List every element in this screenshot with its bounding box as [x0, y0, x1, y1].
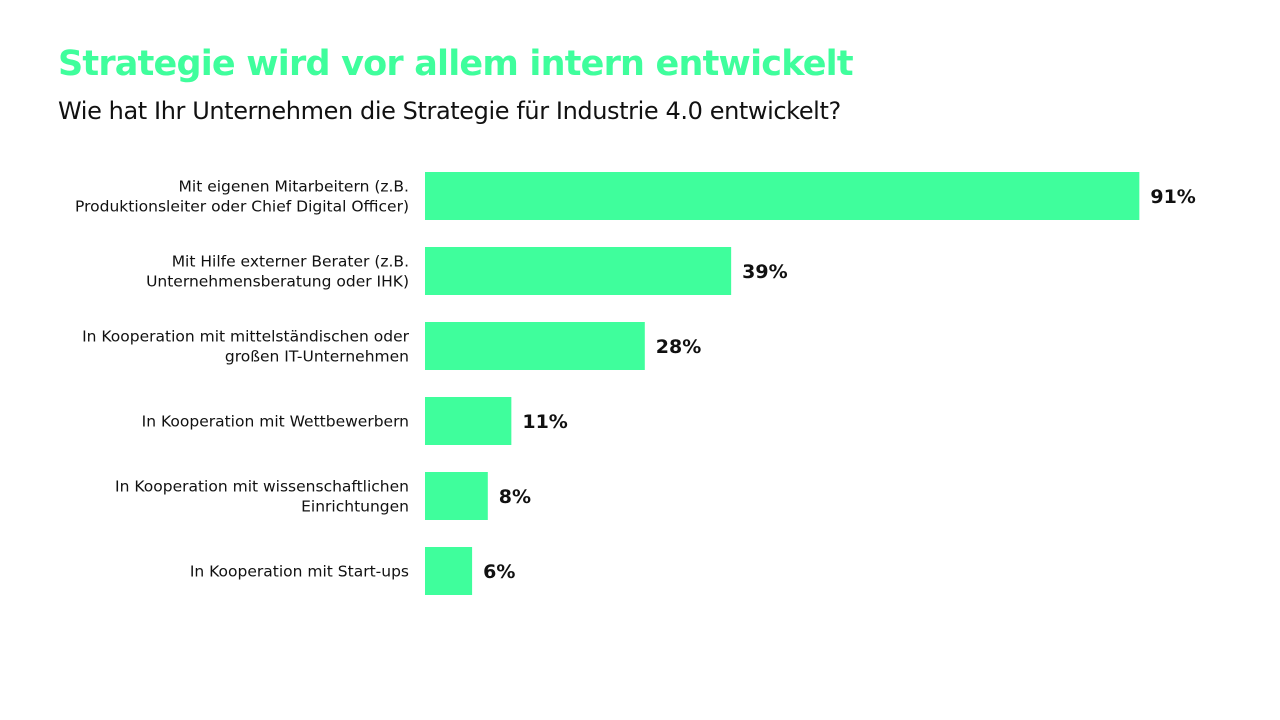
category-label-line: In Kooperation mit wissenschaftlichen	[115, 478, 409, 496]
category-label-line: Einrichtungen	[301, 498, 409, 516]
category-label-line: Mit eigenen Mitarbeitern (z.B.	[179, 178, 409, 196]
bar-4	[425, 397, 512, 445]
value-label-1: 91%	[1150, 186, 1195, 208]
bar-5	[425, 472, 488, 520]
value-label-2: 39%	[742, 261, 787, 283]
category-label-line: Mit Hilfe externer Berater (z.B.	[172, 253, 409, 271]
category-label-line: In Kooperation mit mittelständischen ode…	[82, 328, 410, 346]
bar-1	[425, 172, 1140, 220]
category-label-line: In Kooperation mit Start-ups	[190, 563, 409, 581]
category-label-1: Mit eigenen Mitarbeitern (z.B. Produktion…	[75, 178, 409, 216]
category-label-3: In Kooperation mit mittelständischen ode…	[82, 328, 410, 366]
category-label-5: In Kooperation mit wissenschaftlichen Ein…	[115, 478, 409, 516]
bar-6	[425, 547, 473, 595]
value-label-6: 6%	[483, 561, 515, 583]
chart-subtitle: Wie hat Ihr Unternehmen die Strategie fü…	[58, 97, 841, 125]
value-label-3: 28%	[656, 336, 701, 358]
category-label-line: In Kooperation mit Wettbewerbern	[142, 413, 409, 431]
bar-3	[425, 322, 645, 370]
value-label-4: 11%	[522, 411, 567, 433]
bar-2	[425, 247, 732, 295]
category-label-4: In Kooperation mit Wettbewerbern	[142, 413, 409, 431]
category-label-line: großen IT-Unternehmen	[225, 348, 409, 366]
value-label-5: 8%	[499, 486, 531, 508]
chart-title: Strategie wird vor allem intern entwicke…	[58, 44, 854, 84]
category-label-line: Unternehmensberatung oder IHK)	[146, 273, 409, 291]
category-label-2: Mit Hilfe externer Berater (z.B. Unterneh…	[146, 253, 409, 291]
category-label-line: Produktionsleiter oder Chief Digital Off…	[75, 198, 409, 216]
category-label-6: In Kooperation mit Start-ups	[190, 563, 409, 581]
